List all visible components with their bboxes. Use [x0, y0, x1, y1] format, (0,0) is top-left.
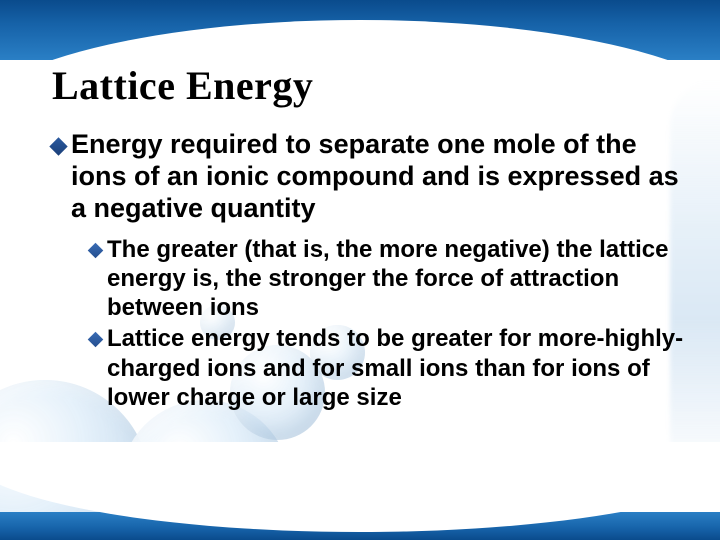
- sub-bullet: Lattice energy tends to be greater for m…: [90, 324, 684, 412]
- slide-content: Lattice Energy Energy required to separa…: [0, 0, 720, 444]
- sub-bullet-rest: energy tends to be greater for more-high…: [107, 325, 683, 411]
- bottom-wave: [0, 512, 720, 540]
- sub-bullet-list: The greater (that is, the more negative)…: [52, 235, 684, 413]
- sub-bullet-lead: The: [107, 236, 150, 263]
- slide-title: Lattice Energy: [52, 62, 684, 109]
- main-bullet-lead: Energy: [71, 129, 163, 159]
- main-bullet-text: Energy required to separate one mole of …: [71, 129, 684, 225]
- diamond-bullet-icon: [88, 242, 104, 258]
- diamond-bullet-icon: [88, 332, 104, 348]
- sub-bullet-rest: greater (that is, the more negative) the…: [107, 236, 668, 322]
- sub-bullet-text: Lattice energy tends to be greater for m…: [107, 324, 684, 412]
- sub-bullet-lead: Lattice: [107, 325, 184, 352]
- sub-bullet-text: The greater (that is, the more negative)…: [107, 235, 684, 323]
- diamond-bullet-icon: [49, 137, 67, 155]
- main-bullet-rest: required to separate one mole of the ion…: [71, 129, 679, 223]
- sub-bullet: The greater (that is, the more negative)…: [90, 235, 684, 323]
- main-bullet: Energy required to separate one mole of …: [52, 129, 684, 412]
